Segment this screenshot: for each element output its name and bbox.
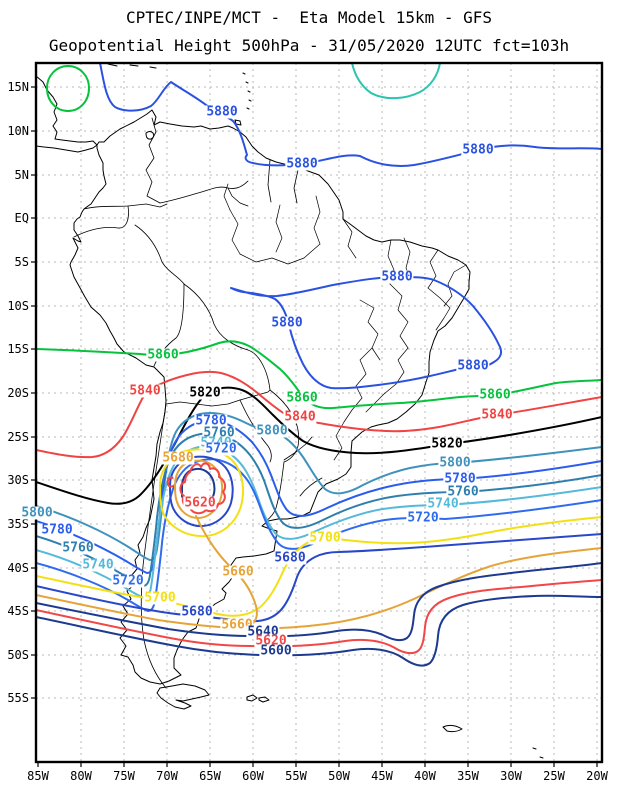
contour-5900	[351, 63, 441, 100]
contour-5680-south	[36, 533, 602, 623]
contour-5640-south	[36, 562, 602, 642]
contour-5600-south	[36, 594, 602, 667]
state-borders	[223, 183, 467, 461]
contour-5860-closed	[46, 65, 90, 112]
lake-maracaibo	[145, 131, 155, 359]
central-america-coastline	[36, 75, 98, 153]
page-title: CPTEC/INPE/MCT - Eta Model 15km - GFS	[125, 8, 493, 27]
contour-5860	[36, 340, 602, 410]
falkland-islands	[246, 694, 270, 703]
geopotential-contours	[36, 63, 602, 667]
contour-5700-south	[36, 516, 602, 617]
contour-5660-south	[36, 547, 602, 630]
coastlines-and-borders	[36, 63, 544, 759]
contour-5780	[36, 419, 602, 574]
south-america-coastline	[69, 109, 471, 685]
contour-5880-north	[99, 63, 602, 167]
contour-5620-low-center	[179, 462, 227, 515]
contour-5880-brazil-tongue	[230, 276, 503, 390]
contour-5660-hook	[195, 515, 258, 625]
contour-5800	[36, 412, 602, 561]
south-georgia-island	[442, 724, 544, 759]
page-subtitle: Geopotential Height 500hPa - 31/05/2020 …	[48, 36, 570, 55]
tierra-del-fuego-island	[156, 683, 210, 710]
caribbean-islands	[107, 63, 252, 126]
map-frame	[34, 61, 604, 764]
axis-ticks	[31, 86, 598, 767]
contour-5620-south	[36, 579, 602, 655]
contour-5700-ring	[159, 448, 245, 538]
contour-5840	[36, 370, 602, 459]
lat-lon-gridlines	[36, 63, 602, 762]
